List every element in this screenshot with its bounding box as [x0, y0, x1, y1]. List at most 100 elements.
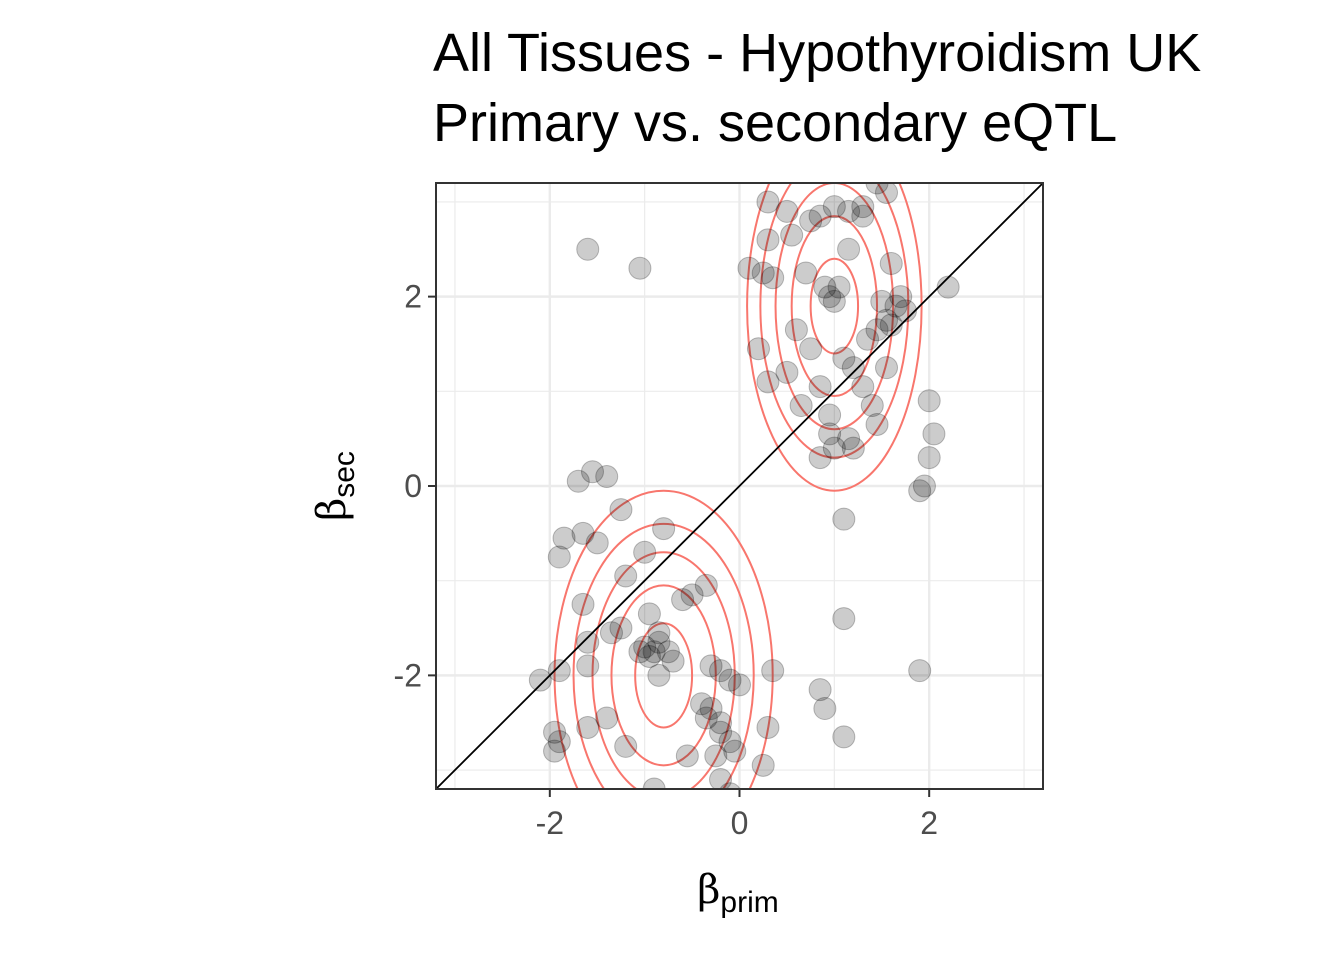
data-point — [875, 356, 899, 380]
data-point — [761, 659, 785, 683]
x-axis-ticks: -2 0 2 — [536, 789, 938, 841]
data-point — [633, 540, 657, 564]
data-point — [756, 370, 780, 394]
data-point — [756, 715, 780, 739]
y-axis-label: βsec — [309, 451, 361, 521]
density-contour-line — [759, 183, 910, 459]
data-point — [543, 720, 567, 744]
data-point — [889, 285, 913, 309]
data-point — [718, 668, 742, 692]
data-point — [813, 697, 837, 721]
data-point — [794, 261, 818, 285]
data-point — [576, 654, 600, 678]
data-point — [908, 479, 932, 503]
data-point — [614, 564, 638, 588]
data-point — [912, 474, 936, 498]
data-point — [633, 635, 657, 659]
data-point — [841, 436, 865, 460]
data-point — [628, 640, 652, 664]
data-point — [656, 640, 680, 664]
y-axis-label-symbol: β — [309, 498, 355, 521]
data-point — [723, 739, 747, 763]
data-point — [808, 204, 832, 228]
data-point — [647, 621, 671, 645]
data-point — [699, 654, 723, 678]
data-point — [870, 289, 894, 313]
data-point — [718, 730, 742, 754]
chart-subtitle: Primary vs. secondary eQTL — [433, 93, 1118, 153]
data-point — [917, 446, 941, 470]
data-point — [808, 446, 832, 470]
data-point — [599, 621, 623, 645]
data-point — [832, 607, 856, 631]
data-point — [704, 744, 728, 768]
data-point — [699, 697, 723, 721]
density-contour-line — [790, 215, 879, 398]
data-point — [709, 659, 733, 683]
data-point — [614, 734, 638, 758]
data-point — [879, 251, 903, 275]
data-point — [690, 692, 714, 716]
data-point — [595, 706, 619, 730]
data-point — [827, 275, 851, 299]
data-point — [832, 346, 856, 370]
chart-title: All Tissues - Hypothyroidism UK — [433, 23, 1202, 83]
data-point — [822, 289, 846, 313]
data-point — [818, 422, 842, 446]
density-contour-line — [809, 257, 860, 355]
data-point — [832, 507, 856, 531]
data-point — [694, 706, 718, 730]
data-point — [552, 526, 576, 550]
data-point — [680, 583, 704, 607]
data-point — [813, 275, 837, 299]
data-point — [851, 204, 875, 228]
data-point — [784, 318, 808, 342]
data-point — [751, 261, 775, 285]
data-point — [642, 777, 666, 789]
data-point — [936, 275, 960, 299]
data-point — [728, 673, 751, 697]
density-contour-line — [553, 489, 774, 789]
data-point — [642, 640, 666, 664]
data-point — [756, 190, 780, 214]
data-point — [799, 337, 823, 361]
data-point — [543, 739, 567, 763]
data-point — [860, 394, 884, 418]
data-point — [775, 360, 799, 384]
data-point — [841, 356, 865, 380]
data-point — [832, 725, 856, 749]
data-point — [637, 644, 661, 668]
data-point — [576, 630, 600, 654]
data-point — [694, 573, 718, 597]
data-point — [761, 266, 785, 290]
data-point — [609, 498, 633, 522]
density-contour-line — [634, 622, 694, 729]
data-point — [917, 389, 941, 413]
data-point — [628, 256, 652, 280]
data-point — [865, 183, 889, 195]
data-point — [875, 183, 899, 204]
data-point — [709, 768, 733, 789]
data-point — [837, 199, 861, 223]
data-point — [580, 460, 604, 484]
data-point — [737, 256, 761, 280]
data-point — [647, 630, 671, 654]
x-axis-label: βprim — [697, 867, 778, 919]
density-contour-line — [774, 183, 895, 431]
x-tick-label: -2 — [536, 805, 564, 841]
data-point — [818, 285, 842, 309]
y-tick-label: -2 — [394, 657, 422, 693]
data-point — [709, 720, 733, 744]
y-axis-ticks: -2 0 2 — [394, 279, 436, 693]
data-point — [884, 294, 908, 318]
data-point — [751, 753, 775, 777]
data-point — [576, 715, 600, 739]
data-point — [837, 427, 861, 451]
density-contours — [553, 183, 923, 789]
data-point — [652, 517, 676, 541]
data-point — [637, 602, 661, 626]
data-point — [865, 318, 889, 342]
data-point — [571, 592, 595, 616]
x-tick-label: 0 — [731, 805, 749, 841]
data-point — [822, 436, 846, 460]
